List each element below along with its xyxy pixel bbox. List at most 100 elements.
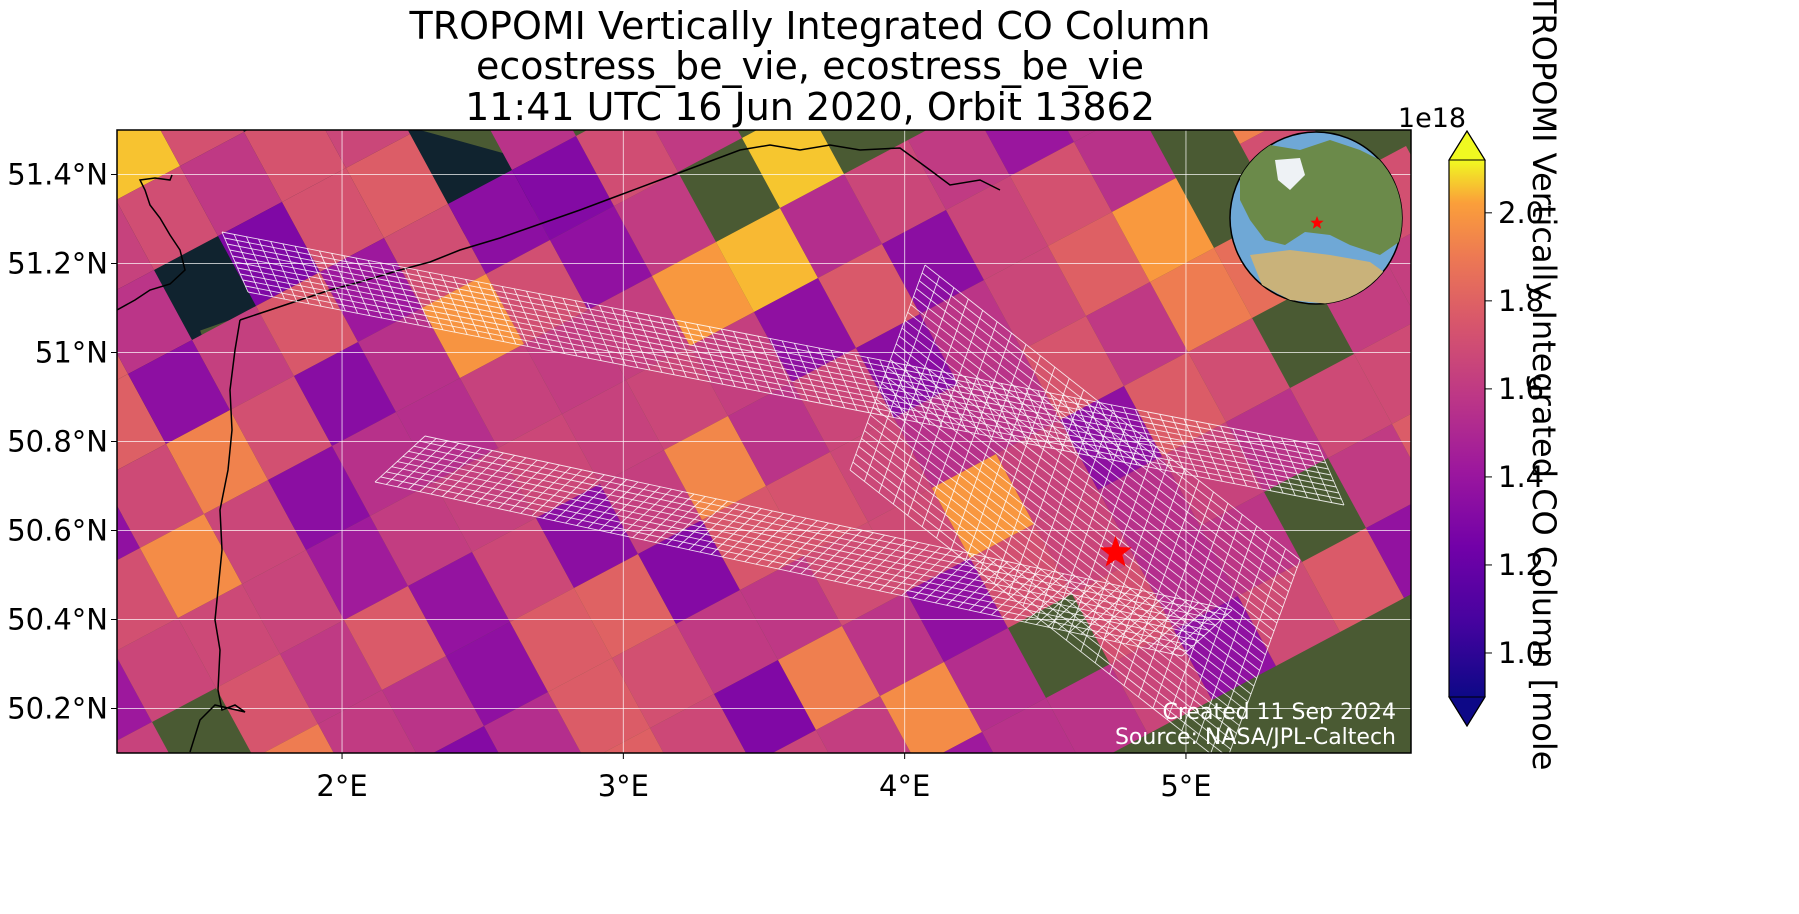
co-pixel [1290, 354, 1392, 458]
co-pixel [1150, 248, 1252, 352]
co-pixel [638, 520, 740, 624]
lat-tick-label: 51.4°N [7, 158, 108, 192]
footprint-mesh [374, 435, 1233, 657]
co-pixel [1392, 413, 1411, 459]
co-pixel [204, 480, 306, 584]
colorbar-outline [1448, 129, 1486, 728]
co-pixel [548, 658, 650, 753]
co-pixel [982, 698, 1076, 753]
credit-source: Source: NASA/JPL-Caltech [1115, 725, 1396, 750]
co-pixel [472, 518, 574, 622]
colorbar-extend-min [1448, 696, 1486, 727]
co-pixel [652, 242, 754, 346]
co-pixel [626, 346, 728, 450]
co-pixel [1232, 130, 1267, 144]
co-pixel [346, 134, 448, 238]
co-pixel [1226, 388, 1328, 492]
co-pixel [180, 132, 282, 236]
co-pixel [510, 588, 612, 692]
co-pixel [280, 620, 382, 724]
co-pixel [1086, 282, 1188, 386]
co-pixel [614, 172, 716, 276]
colorbar-extend-max [1448, 130, 1486, 161]
co-pixel [740, 556, 842, 660]
co-pixel [908, 130, 1010, 210]
ecostress-footprint-grids [221, 231, 1345, 753]
lat-tick-label: 50.8°N [7, 425, 108, 459]
lat-tick-label: 51°N [35, 336, 108, 370]
colorbar-body [1449, 160, 1485, 697]
co-pixel [117, 657, 152, 741]
co-pixel [714, 660, 816, 753]
co-pixel [562, 380, 664, 484]
co-pixel [117, 548, 178, 651]
co-pixel [1238, 562, 1340, 666]
co-pixel [574, 554, 676, 658]
co-pixel [1067, 130, 1097, 142]
co-pixel [484, 692, 582, 753]
co-pixel [1074, 130, 1176, 212]
co-pixel [576, 130, 678, 206]
co-pixel [728, 382, 830, 486]
co-pixel [325, 130, 410, 168]
co-pixel [166, 410, 268, 514]
footprint-mesh [849, 264, 1301, 753]
colorbar-tick-label: 1.2 [1498, 548, 1544, 582]
co-pixel [256, 272, 358, 376]
co-pixel [216, 654, 318, 753]
co-pixel [486, 240, 588, 344]
colorbar-tick-label: 1.6 [1498, 372, 1544, 406]
co-pixel [984, 246, 1086, 350]
co-pixel [268, 446, 370, 550]
co-pixel [772, 730, 829, 753]
co-pixel [1112, 178, 1214, 282]
colorbar-tick-label: 1.0 [1498, 636, 1544, 670]
co-pixel [588, 276, 690, 380]
co-pixel [1366, 504, 1411, 598]
co-pixel [433, 726, 499, 753]
co-pixel [550, 206, 652, 310]
co-pixel [944, 628, 1046, 732]
co-pixel [306, 516, 408, 620]
co-pixel [650, 694, 747, 753]
colorbar: 1e18 2.0 1.8 1.6 1.4 1.2 1.0 [1398, 103, 1544, 728]
coastline-belgium [239, 144, 1001, 321]
lon-tick-label: 4°E [879, 769, 930, 803]
title-line-1: TROPOMI Vertically Integrated CO Column [409, 4, 1211, 48]
lat-tick-label: 50.4°N [7, 603, 108, 637]
co-pixel [1200, 492, 1302, 596]
co-pixel [117, 618, 216, 722]
colorbar-tick-label: 1.4 [1498, 460, 1544, 494]
co-pixel [880, 662, 982, 753]
lon-tick-label: 3°E [598, 769, 649, 803]
lon-tick-label: 2°E [316, 769, 367, 803]
co-pixel [498, 414, 600, 518]
co-pixel [140, 514, 242, 618]
co-pixel [344, 586, 446, 690]
globe-land-africa [1250, 250, 1395, 304]
co-pixel [946, 176, 1048, 280]
globe-ice [1275, 158, 1305, 190]
co-pixel [263, 724, 334, 753]
co-pixel [942, 732, 994, 753]
co-pixel [117, 130, 180, 200]
co-pixel [244, 130, 346, 202]
co-pixel [842, 592, 944, 696]
co-pixel [318, 690, 417, 753]
co-pixel [178, 584, 280, 688]
co-pixel [1124, 352, 1226, 456]
co-pixel [242, 550, 344, 654]
co-pixel [117, 722, 169, 753]
co-pixel [282, 168, 384, 272]
lon-tick-label: 5°E [1160, 769, 1211, 803]
lat-tick-label: 50.2°N [7, 692, 108, 726]
site-star-icon [1099, 535, 1132, 567]
latitude-ticks: 51.4°N 51.2°N 51°N 50.8°N 50.6°N 50.4°N 50.2°N [7, 158, 117, 726]
co-pixel [370, 482, 472, 586]
co-pixel [612, 624, 714, 728]
co-pixel [117, 444, 204, 548]
co-pixel [434, 448, 536, 552]
co-pixel [512, 136, 614, 240]
colorbar-label: TROPOMI Vertically Integrated CO Column … [1525, 0, 1563, 771]
